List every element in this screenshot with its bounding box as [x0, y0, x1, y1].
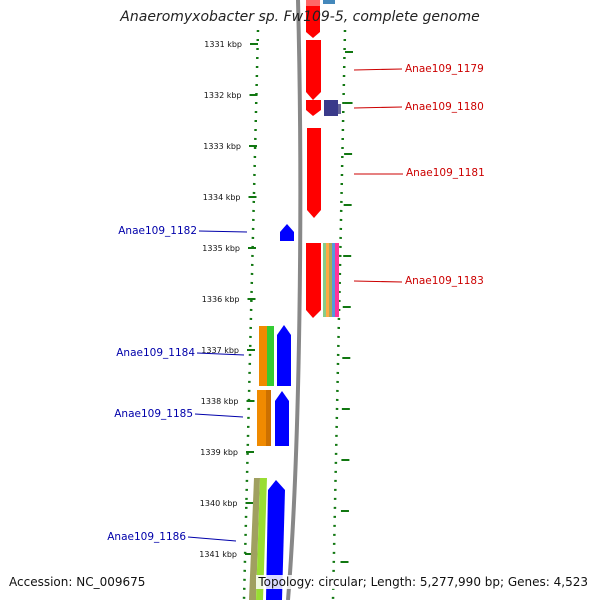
gene-arrow[interactable]	[306, 0, 320, 38]
page-title: Anaeromyxobacter sp. Fw109-5, complete g…	[120, 9, 480, 25]
gene-label-forward[interactable]: Anae109_1183	[405, 275, 484, 287]
gene-label-forward[interactable]: Anae109_1181	[406, 167, 485, 179]
genome-backbone	[286, 0, 303, 601]
olive-feature	[249, 478, 260, 600]
gene-labels: Anae109_1179 Anae109_1180 Anae109_1181 A…	[107, 63, 485, 543]
tick-label: 1336 kbp	[202, 295, 240, 304]
tick-label: 1337 kbp	[201, 346, 239, 355]
green-feature	[267, 326, 274, 386]
gene-label-forward[interactable]: Anae109_1180	[405, 101, 484, 113]
tick-label: 1334 kbp	[203, 193, 241, 202]
gene-arrow[interactable]	[277, 325, 291, 386]
right-tick-marks	[340, 51, 353, 563]
orange-feature	[257, 390, 266, 446]
label-connectors	[187, 68, 403, 542]
dark-feature[interactable]	[324, 100, 338, 116]
tick-label: 1332 kbp	[204, 91, 242, 100]
tick-label: 1331 kbp	[204, 40, 242, 49]
gene-arrow[interactable]	[306, 243, 321, 318]
steel-feature	[323, 0, 335, 4]
lime-feature	[256, 478, 267, 600]
accession-text: Accession: NC_009675	[9, 575, 146, 589]
orange-feature	[259, 326, 267, 386]
feature-band	[329, 243, 332, 317]
gene-arrow[interactable]	[275, 391, 289, 446]
gene-label-reverse[interactable]: Anae109_1182	[118, 225, 197, 237]
gene-label-reverse[interactable]: Anae109_1186	[107, 531, 186, 543]
feature-band	[323, 243, 326, 317]
gene-label-reverse[interactable]: Anae109_1184	[116, 347, 195, 359]
dark-feature-tip	[338, 104, 341, 114]
gene-arrow[interactable]	[307, 128, 321, 218]
tick-label: 1339 kbp	[200, 448, 238, 457]
gene-label-forward[interactable]: Anae109_1179	[405, 63, 484, 75]
gene-label-reverse[interactable]: Anae109_1185	[114, 408, 193, 420]
feature-band	[332, 243, 335, 317]
genome-summary-text: Topology: circular; Length: 5,277,990 bp…	[256, 575, 590, 589]
gene-arrow[interactable]	[306, 40, 321, 100]
gene-arrow[interactable]	[266, 480, 285, 600]
tick-label: 1341 kbp	[199, 550, 237, 559]
feature-band	[326, 243, 329, 317]
tick-marks: 1331 kbp 1332 kbp 1333 kbp 1334 kbp 1335 kbp…	[199, 40, 258, 559]
gene-arrow-cap	[306, 0, 320, 6]
tick-label: 1338 kbp	[201, 397, 239, 406]
gene-arrow[interactable]	[280, 224, 294, 241]
feature-band	[335, 243, 339, 317]
tick-label: 1335 kbp	[202, 244, 240, 253]
forward-strand-genes	[306, 0, 341, 318]
tick-label: 1333 kbp	[203, 142, 241, 151]
orange-feature-dark	[266, 390, 271, 446]
reverse-strand-genes	[249, 224, 294, 600]
tick-label: 1340 kbp	[200, 499, 238, 508]
gene-arrow[interactable]	[306, 100, 321, 116]
